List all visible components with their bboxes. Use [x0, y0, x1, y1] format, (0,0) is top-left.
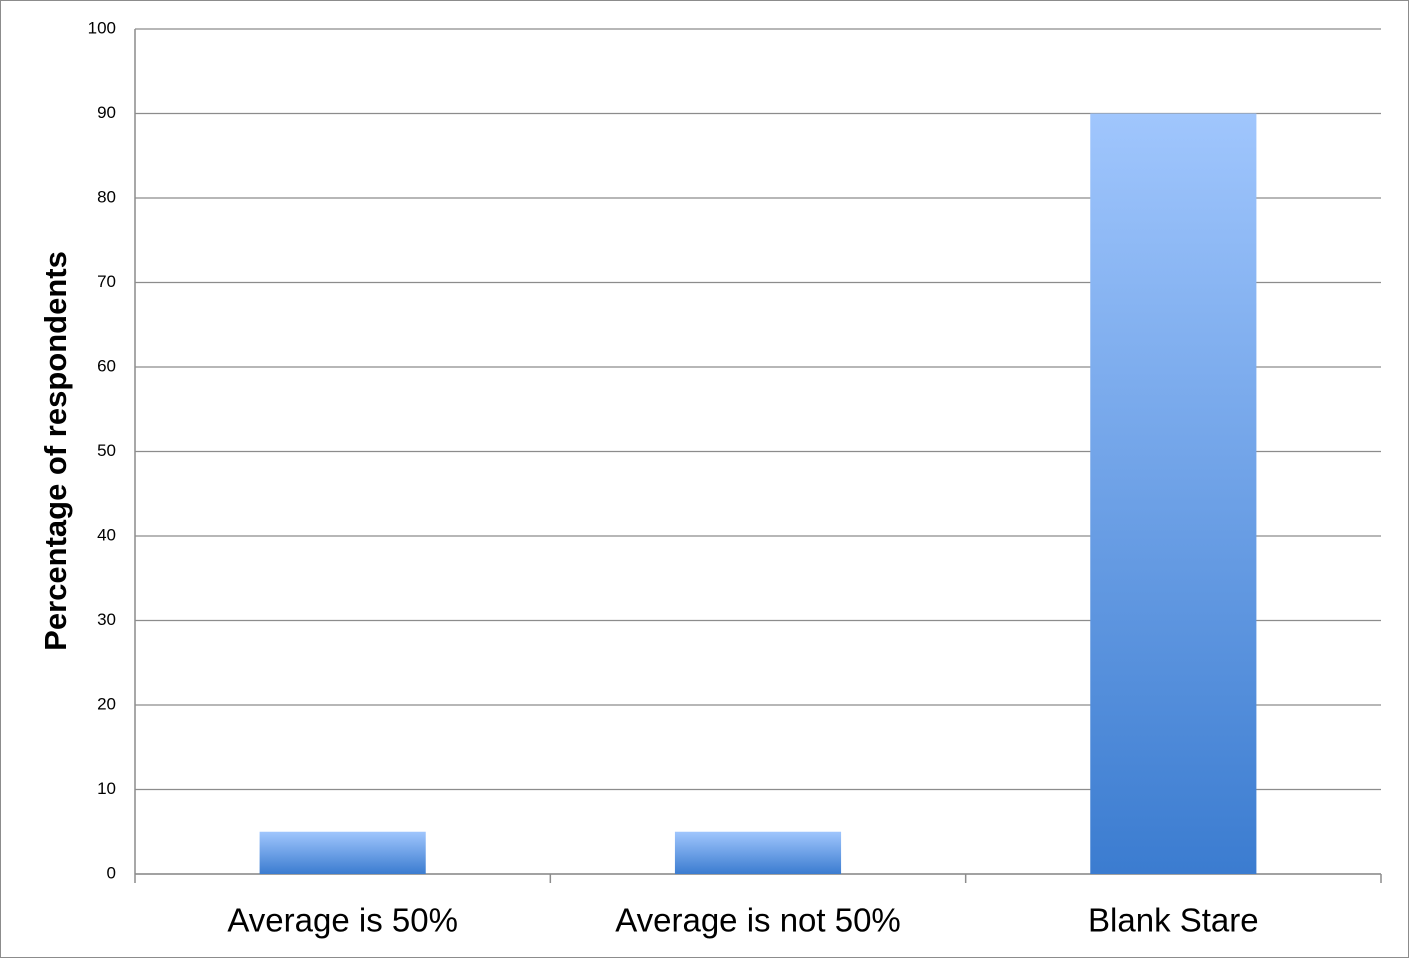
y-tick-label: 10 — [97, 779, 116, 798]
y-tick-label: 60 — [97, 356, 116, 375]
x-tick-label: Average is not 50% — [615, 902, 901, 939]
bar — [1090, 113, 1257, 874]
bar — [259, 831, 426, 874]
y-tick-label: 70 — [97, 272, 116, 291]
y-tick-label: 40 — [97, 525, 116, 544]
y-tick-label: 20 — [97, 694, 116, 713]
y-tick-label: 90 — [97, 103, 116, 122]
y-tick-label: 80 — [97, 187, 116, 206]
bar — [674, 831, 842, 874]
x-tick-label: Average is 50% — [227, 902, 458, 939]
y-axis-label: Percentage of respondents — [38, 251, 73, 651]
y-tick-label: 50 — [97, 441, 116, 460]
y-tick-label: 30 — [97, 610, 116, 629]
y-tick-label: 0 — [107, 863, 116, 882]
y-tick-label: 100 — [88, 18, 116, 37]
x-tick-label: Blank Stare — [1088, 902, 1259, 939]
